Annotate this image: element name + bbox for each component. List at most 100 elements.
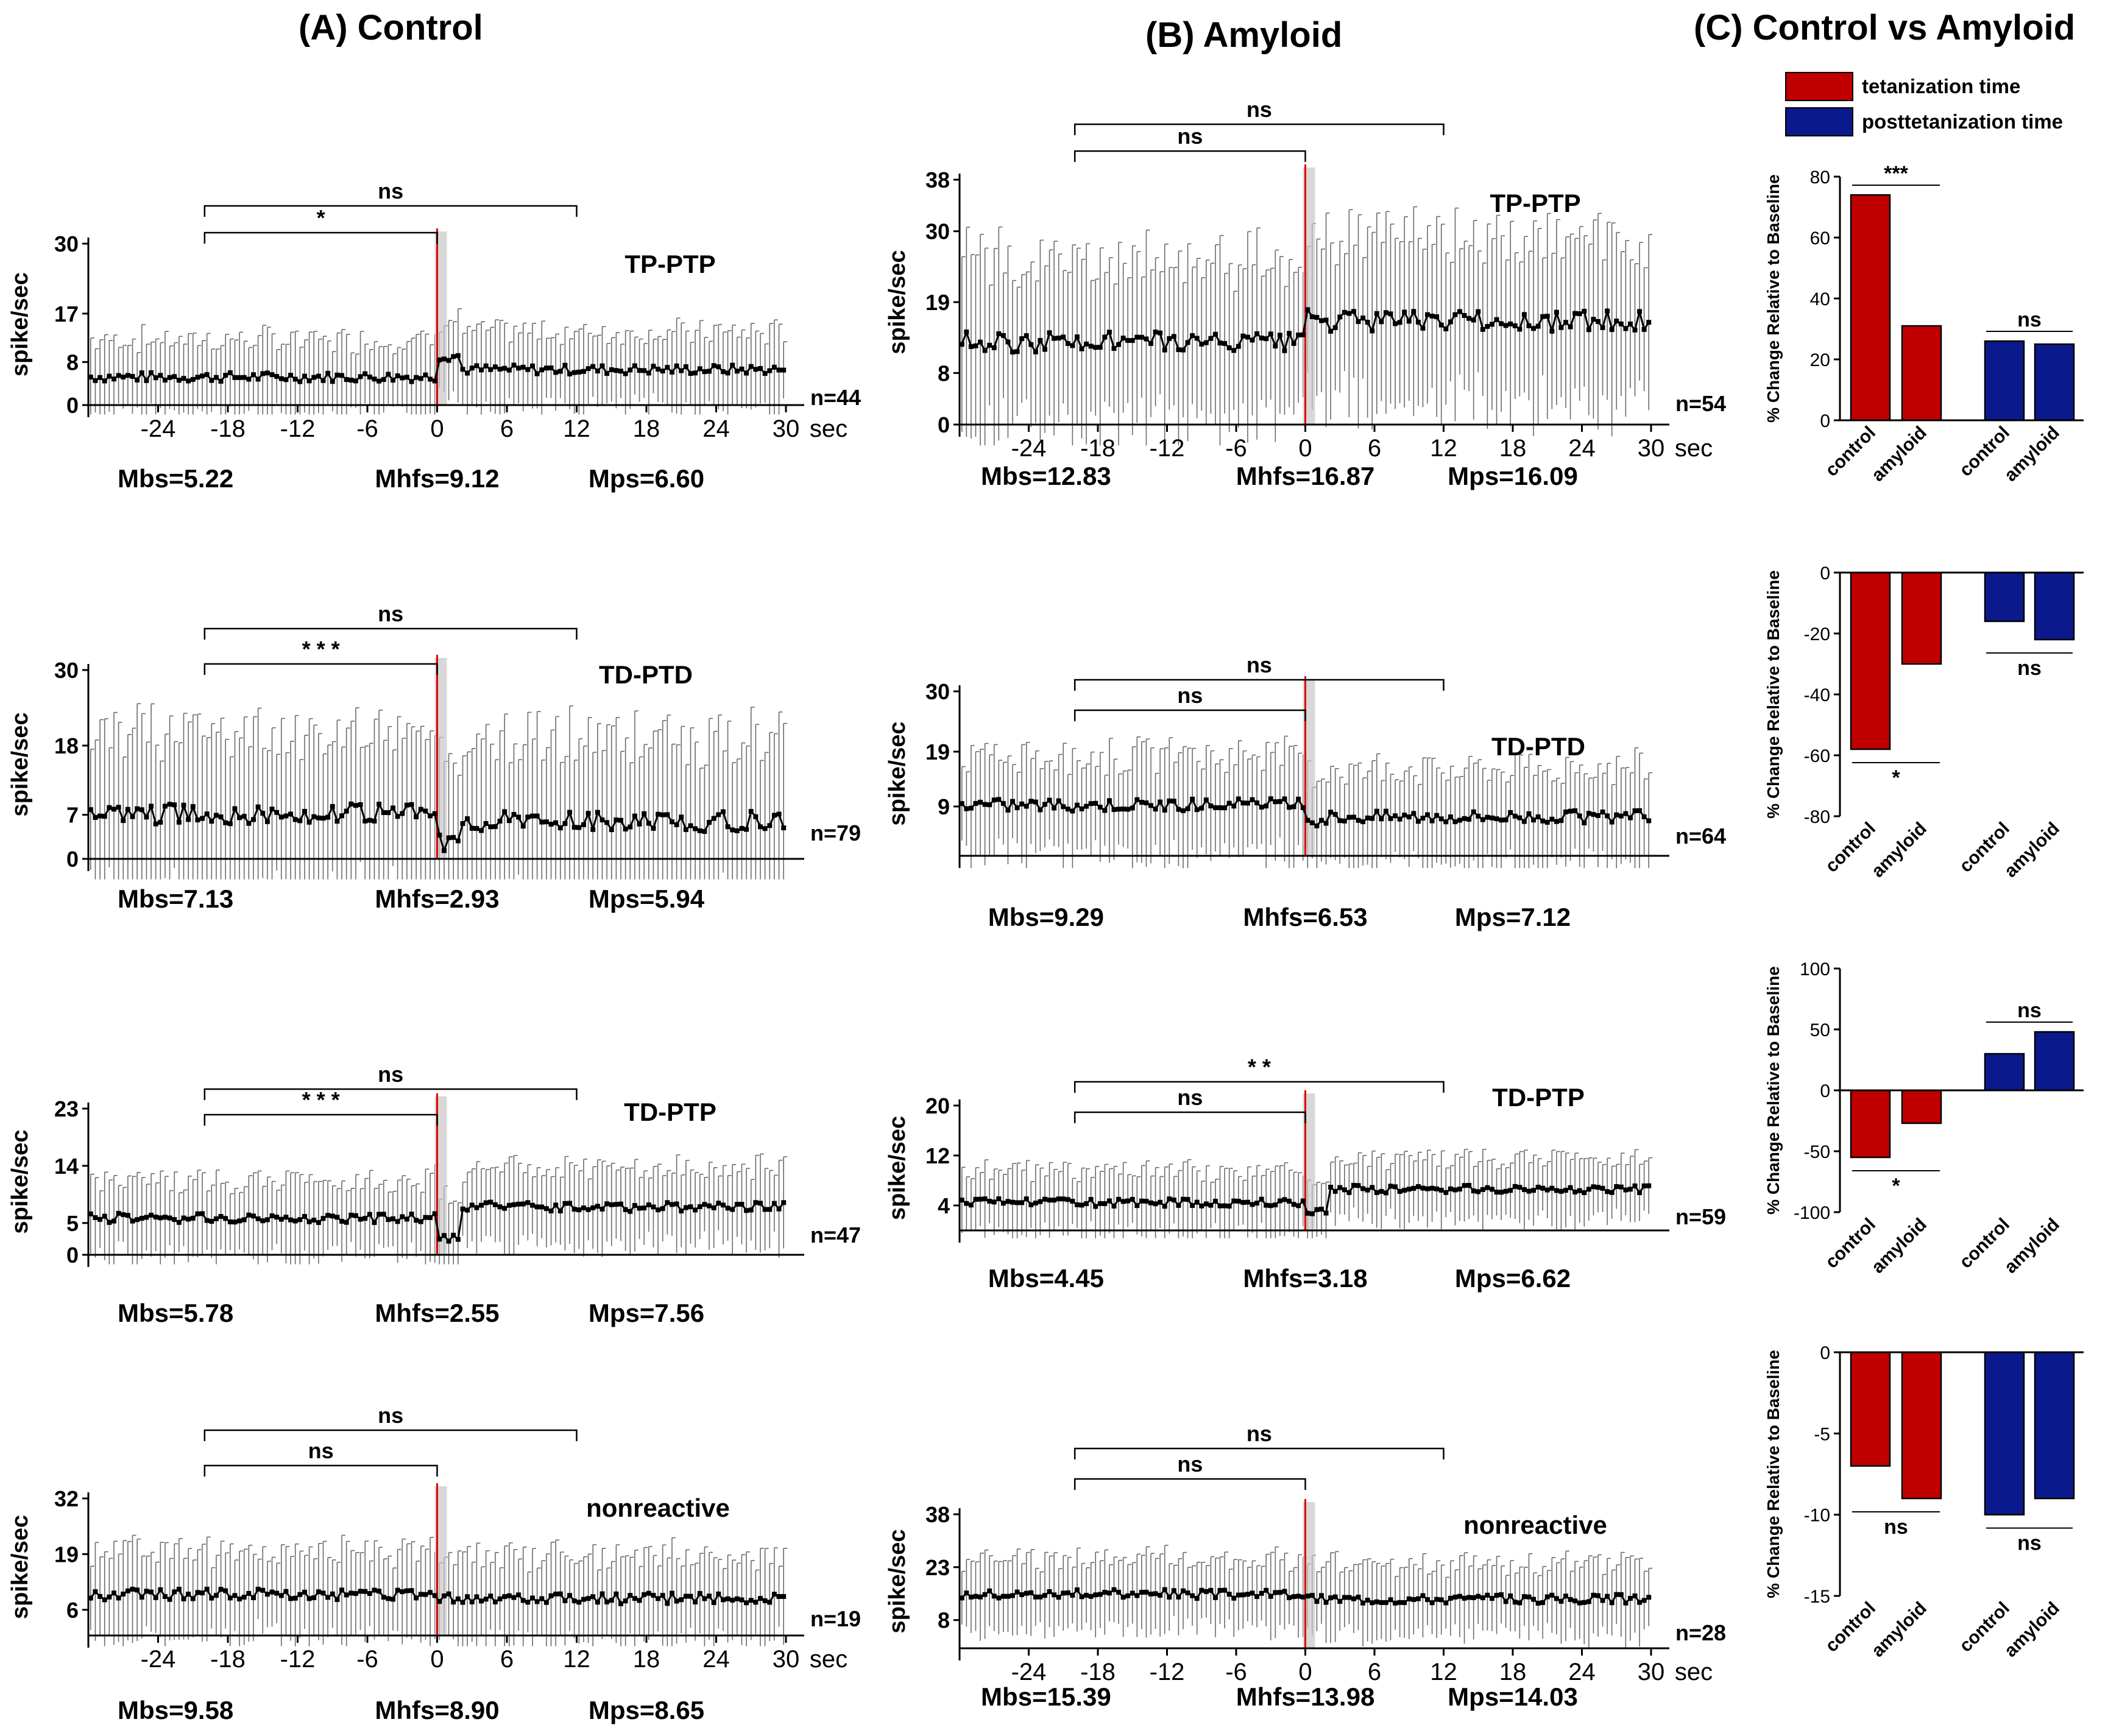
mean-point <box>149 803 154 809</box>
mean-point <box>372 1587 377 1593</box>
stat-label: Mbs=12.83 <box>981 462 1111 490</box>
mean-point <box>1111 1587 1117 1592</box>
mean-point <box>618 817 624 823</box>
mean-point <box>1568 1185 1573 1190</box>
mean-point <box>1300 1198 1306 1204</box>
mean-point <box>446 1591 451 1597</box>
mean-point <box>581 369 586 374</box>
mean-point <box>1374 311 1379 316</box>
mean-point <box>460 821 465 827</box>
x-axis-label: sec <box>810 1646 847 1673</box>
mean-point <box>195 1590 200 1595</box>
stat-label: Mps=14.03 <box>1448 1682 1578 1711</box>
mean-point <box>1116 806 1122 812</box>
mean-point <box>1521 312 1527 317</box>
mean-point <box>1019 1592 1025 1597</box>
mean-point <box>297 1592 303 1597</box>
x-tick-label: 24 <box>702 415 730 442</box>
x-tick-label: -12 <box>280 1646 316 1673</box>
mean-point <box>353 803 358 808</box>
stat-label: Mps=8.65 <box>589 1696 704 1724</box>
mean-point <box>437 1599 442 1604</box>
mean-point <box>1024 1590 1029 1596</box>
mean-point <box>1217 1203 1223 1208</box>
y-tick-label: 19 <box>925 290 950 315</box>
mean-point <box>702 1596 707 1601</box>
mean-point <box>1010 349 1016 355</box>
mean-point <box>1443 326 1449 331</box>
mean-point <box>334 819 340 824</box>
mean-point <box>1199 1203 1204 1208</box>
mean-point <box>358 1589 363 1594</box>
mean-point <box>571 825 577 830</box>
mean-point <box>753 1200 759 1205</box>
mean-point <box>996 797 1002 802</box>
mean-point <box>1582 308 1587 314</box>
mean-point <box>232 1219 238 1225</box>
bracket-outer <box>203 627 578 640</box>
y-tick-label: 20 <box>925 1093 950 1118</box>
mean-point <box>1254 1201 1260 1206</box>
mean-point <box>1540 1185 1546 1191</box>
mean-point <box>1379 816 1384 822</box>
mean-point <box>1130 337 1135 343</box>
mean-point <box>274 374 280 379</box>
x-tick-label: -12 <box>280 415 316 442</box>
mean-point <box>316 1220 321 1226</box>
mean-point <box>674 363 679 369</box>
mean-point <box>781 825 787 831</box>
y-tick-label: 0 <box>1820 411 1830 431</box>
mean-point <box>1402 813 1407 818</box>
mean-point <box>720 369 726 375</box>
mean-point <box>97 813 103 819</box>
mean-point <box>121 818 126 824</box>
mean-point <box>1162 1587 1167 1592</box>
mean-points <box>88 801 787 853</box>
bar-tetanization <box>1850 571 1891 750</box>
mean-point <box>218 1214 224 1219</box>
mean-point <box>348 378 354 383</box>
y-tick-label: 80 <box>1810 168 1830 188</box>
mean-point <box>1305 1210 1310 1216</box>
mean-point <box>1448 814 1453 820</box>
mean-point <box>1300 332 1306 337</box>
mean-point <box>176 1219 182 1225</box>
mean-point <box>1544 314 1550 319</box>
mean-point <box>1282 348 1287 353</box>
mean-point <box>557 1591 563 1597</box>
mean-point <box>618 1201 624 1207</box>
mean-point <box>1591 1184 1596 1190</box>
mean-point <box>1000 1201 1006 1206</box>
mean-point <box>1019 1200 1025 1205</box>
mean-point <box>725 824 730 830</box>
y-tick-label: -15 <box>1804 1587 1830 1607</box>
y-tick-label: 60 <box>1810 228 1830 249</box>
y-tick-label: 38 <box>925 1502 950 1527</box>
x-tick-label: -12 <box>1150 435 1185 462</box>
mean-point <box>381 1595 386 1600</box>
mean-point <box>1388 311 1393 317</box>
mean-point <box>488 1593 493 1599</box>
mean-point <box>153 1595 158 1600</box>
mean-point <box>683 827 688 832</box>
category-label: amyloid <box>1867 423 1931 486</box>
mean-point <box>1268 1203 1273 1208</box>
mean-point <box>1462 312 1467 318</box>
mean-point <box>93 378 98 383</box>
mean-point <box>1429 818 1435 824</box>
stat-label: Mps=6.62 <box>1455 1264 1571 1293</box>
x-tick-label: 24 <box>702 1646 730 1673</box>
mean-point <box>539 819 545 825</box>
mean-point <box>158 1587 163 1592</box>
mean-point <box>1005 339 1011 345</box>
mean-point <box>520 824 526 829</box>
mean-point <box>97 1216 103 1222</box>
legend-label-tetanization: tetanization time <box>1862 75 2021 97</box>
mean-point <box>1236 1592 1241 1598</box>
mean-point <box>288 373 294 378</box>
mean-point <box>1614 319 1619 324</box>
bar-posttetanization <box>2034 1031 2075 1092</box>
mean-point <box>1097 345 1103 350</box>
mean-point <box>1194 1199 1200 1205</box>
mean-point <box>1443 1190 1449 1195</box>
